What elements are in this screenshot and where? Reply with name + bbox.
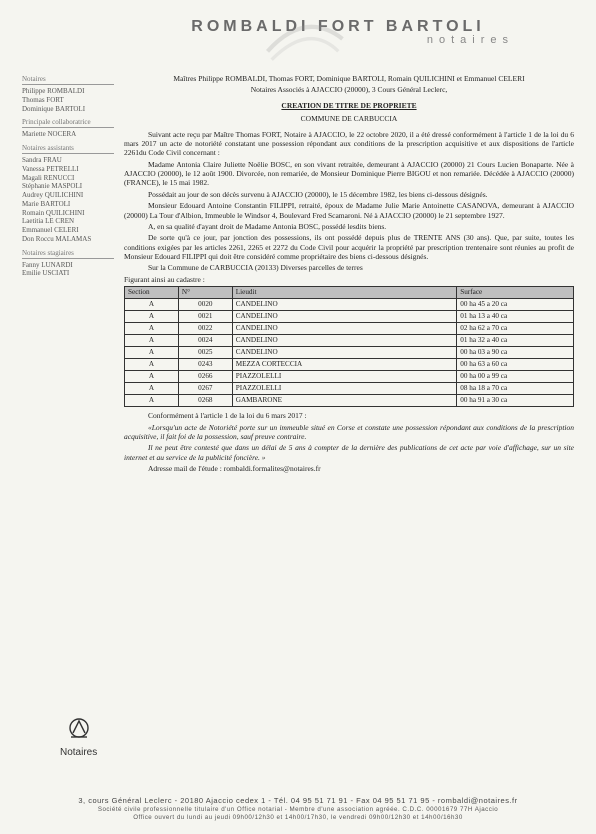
assoc-line-2: Notaires Associés à AJACCIO (20000), 3 C… [124, 85, 574, 94]
cadastre-table: SectionN°LieuditSurfaceA0020CANDELINO00 … [124, 286, 574, 407]
table-header: Section [125, 287, 179, 299]
sidebar-name: Vanessa PETRELLI [22, 165, 114, 174]
para-2: Madame Antonia Claire Juliette Noëlie BO… [124, 160, 574, 188]
para-7: Sur la Commune de CARBUCCIA (20133) Dive… [124, 263, 574, 272]
notaires-logo-text: Notaires [60, 747, 97, 758]
table-cell: 0267 [178, 383, 232, 395]
para-5: A, en sa qualité d'ayant droit de Madame… [124, 222, 574, 231]
table-row: A0267PIAZZOLELLI08 ha 18 a 70 ca [125, 383, 574, 395]
table-cell: A [125, 395, 179, 407]
table-cell: PIAZZOLELLI [232, 383, 457, 395]
table-cell: 0025 [178, 347, 232, 359]
table-cell: 0022 [178, 323, 232, 335]
page-footer: 3, cours Général Leclerc - 20180 Ajaccio… [22, 796, 574, 822]
table-row: A0020CANDELINO00 ha 45 a 20 ca [125, 299, 574, 311]
notaires-logo: Notaires [60, 715, 97, 758]
para-3: Possédait au jour de son décès survenu à… [124, 190, 574, 199]
staff-sidebar: Notaires Philippe ROMBALDIThomas FORTDomi… [22, 70, 114, 278]
table-cell: 02 ha 62 a 70 ca [457, 323, 574, 335]
table-header: N° [178, 287, 232, 299]
table-header: Surface [457, 287, 574, 299]
doc-title: CREATION DE TITRE DE PROPRIETE [124, 101, 574, 110]
table-cell: CANDELINO [232, 335, 457, 347]
logo-swoosh [260, 18, 350, 68]
table-cell: A [125, 347, 179, 359]
table-row: A0243MEZZA CORTECCIA00 ha 63 a 60 ca [125, 359, 574, 371]
table-row: A0268GAMBARONE00 ha 91 a 30 ca [125, 395, 574, 407]
table-row: A0024CANDELINO01 ha 32 a 40 ca [125, 335, 574, 347]
table-cell: 00 ha 00 a 99 ca [457, 371, 574, 383]
assoc-line-1: Maîtres Philippe ROMBALDI, Thomas FORT, … [124, 74, 574, 83]
footer-line-2: Société civile professionnelle titulaire… [22, 806, 574, 814]
table-cell: A [125, 311, 179, 323]
sidebar-group-title: Notaires stagiaires [22, 249, 114, 259]
table-row: A0022CANDELINO02 ha 62 a 70 ca [125, 323, 574, 335]
sidebar-name: Fanny LUNARDI [22, 261, 114, 270]
sidebar-name: Stéphanie MASPOLI [22, 182, 114, 191]
table-cell: CANDELINO [232, 299, 457, 311]
sidebar-name: Romain QUILICHINI [22, 209, 114, 218]
table-cell: 00 ha 91 a 30 ca [457, 395, 574, 407]
document-body: Maîtres Philippe ROMBALDI, Thomas FORT, … [124, 74, 574, 473]
table-cell: 0020 [178, 299, 232, 311]
table-cell: 00 ha 45 a 20 ca [457, 299, 574, 311]
sidebar-name: Marie BARTOLI [22, 200, 114, 209]
table-cell: MEZZA CORTECCIA [232, 359, 457, 371]
table-cell: A [125, 371, 179, 383]
sidebar-name: Laetitia LE CREN [22, 217, 114, 226]
table-cell: 0024 [178, 335, 232, 347]
sidebar-name: Philippe ROMBALDI [22, 87, 114, 96]
para-8: Figurant ainsi au cadastre : [124, 275, 574, 284]
footer-line-1: 3, cours Général Leclerc - 20180 Ajaccio… [22, 796, 574, 806]
table-cell: 00 ha 63 a 60 ca [457, 359, 574, 371]
sidebar-name: Emmanuel CELERI [22, 226, 114, 235]
table-cell: A [125, 359, 179, 371]
conform-line: Conformément à l'article 1 de la loi du … [124, 411, 574, 420]
table-cell: 0266 [178, 371, 232, 383]
table-cell: A [125, 335, 179, 347]
table-header: Lieudit [232, 287, 457, 299]
commune: COMMUNE DE CARBUCCIA [124, 114, 574, 123]
sidebar-group-title: Notaires assistants [22, 144, 114, 154]
table-cell: PIAZZOLELLI [232, 371, 457, 383]
table-cell: 0243 [178, 359, 232, 371]
sidebar-name: Emilie USCIATI [22, 269, 114, 278]
table-cell: A [125, 323, 179, 335]
table-row: A0021CANDELINO01 ha 13 a 40 ca [125, 311, 574, 323]
para-6: De sorte qu'à ce jour, par jonction des … [124, 233, 574, 261]
table-cell: A [125, 299, 179, 311]
table-cell: 0021 [178, 311, 232, 323]
sidebar-name: Magali RENUCCI [22, 174, 114, 183]
table-cell: CANDELINO [232, 311, 457, 323]
sidebar-name: Dominique BARTOLI [22, 105, 114, 114]
sidebar-name: Mariette NOCERA [22, 130, 114, 139]
table-row: A0266PIAZZOLELLI00 ha 00 a 99 ca [125, 371, 574, 383]
sidebar-name: Don Roccu MALAMAS [22, 235, 114, 244]
sidebar-group-title: Notaires [22, 75, 114, 85]
footer-line-3: Office ouvert du lundi au jeudi 09h00/12… [22, 814, 574, 822]
table-cell: 0268 [178, 395, 232, 407]
sidebar-name: Audrey QUILICHINI [22, 191, 114, 200]
sidebar-name: Sandra FRAU [22, 156, 114, 165]
table-cell: 08 ha 18 a 70 ca [457, 383, 574, 395]
table-cell: 00 ha 03 a 90 ca [457, 347, 574, 359]
para-1: Suivant acte reçu par Maître Thomas FORT… [124, 130, 574, 158]
email-line: Adresse mail de l'étude : rombaldi.forma… [124, 464, 574, 473]
table-cell: CANDELINO [232, 347, 457, 359]
para-4: Monsieur Edouard Antoine Constantin FILI… [124, 201, 574, 220]
table-cell: CANDELINO [232, 323, 457, 335]
sidebar-name: Thomas FORT [22, 96, 114, 105]
table-row: A0025CANDELINO00 ha 03 a 90 ca [125, 347, 574, 359]
quote-1: «Lorsqu'un acte de Notoriété porte sur u… [124, 423, 574, 442]
table-cell: 01 ha 13 a 40 ca [457, 311, 574, 323]
table-cell: A [125, 383, 179, 395]
sidebar-group-title: Principale collaboratrice [22, 118, 114, 128]
table-cell: GAMBARONE [232, 395, 457, 407]
quote-2: Il ne peut être contesté que dans un dél… [124, 443, 574, 462]
table-cell: 01 ha 32 a 40 ca [457, 335, 574, 347]
